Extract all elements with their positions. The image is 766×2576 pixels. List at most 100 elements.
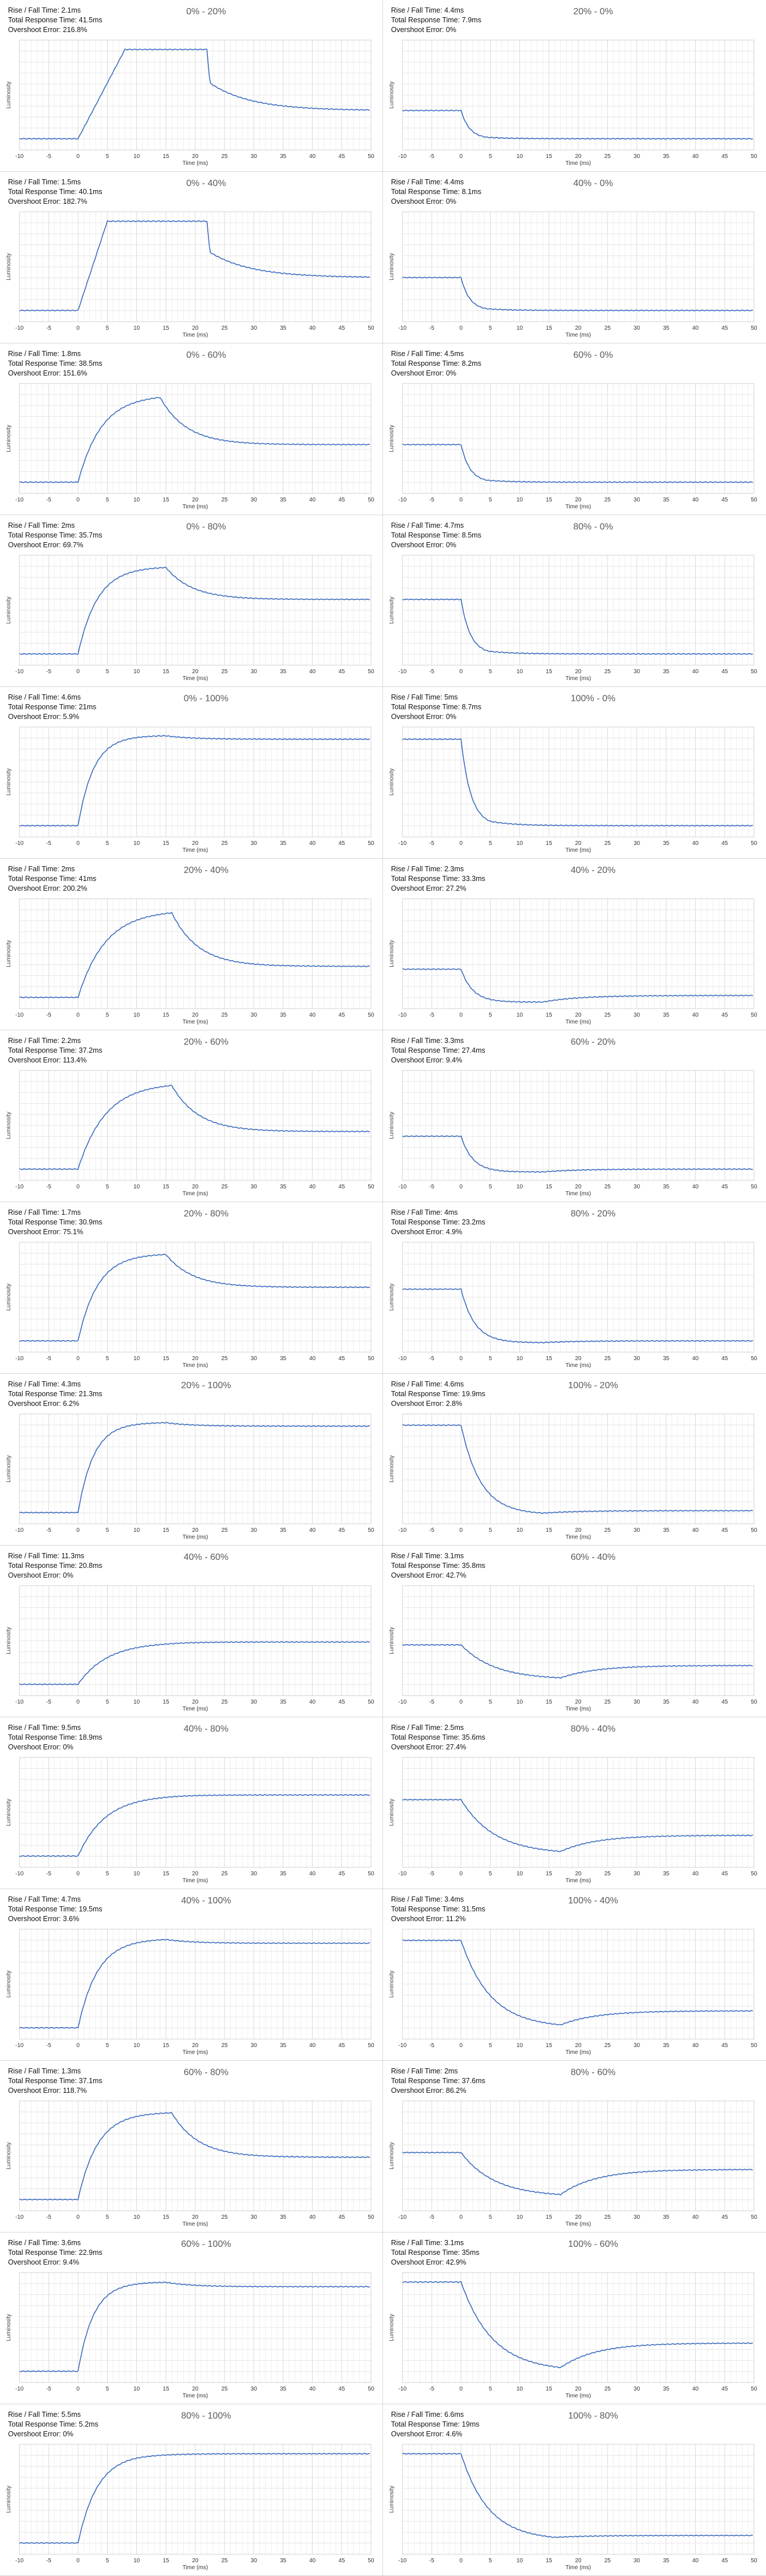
x-tick-label: 40: [692, 1356, 699, 1362]
stat-overshoot: Overshoot Error: 216.8%: [8, 26, 88, 34]
x-tick-label: 5: [489, 153, 492, 160]
x-tick-label: 20: [192, 1184, 199, 1190]
y-axis-label: Luminosity: [6, 940, 12, 967]
line-chart: -10 -5 0 5 10 15 20 25 30 35 40 45 50 Time (ms) Lumino…: [6, 1242, 374, 1369]
x-tick-label: 5: [489, 1012, 492, 1018]
x-tick-label: 50: [368, 153, 374, 160]
x-tick-label: 0: [77, 2386, 80, 2392]
x-tick-label: 10: [516, 1356, 523, 1362]
x-tick-label: 10: [133, 1527, 140, 1534]
chart-panel: Rise / Fall Time: 2ms Total Response Time…: [383, 2061, 766, 2233]
line-chart: -10 -5 0 5 10 15 20 25 30 35 40 45 50 Time (ms) Lumino…: [6, 383, 374, 510]
stat-overshoot: Overshoot Error: 42.9%: [391, 2258, 467, 2266]
chart-panel: Rise / Fall Time: 4.7ms Total Response Ti…: [0, 1889, 383, 2061]
line-chart: -10 -5 0 5 10 15 20 25 30 35 40 45 50 Time (ms) Lumino…: [389, 555, 757, 682]
series-line: [19, 1938, 370, 2029]
series-line: [402, 2281, 753, 2369]
x-tick-label: 5: [106, 1184, 109, 1190]
x-tick-label: 5: [106, 840, 109, 847]
x-tick-label: 15: [546, 1356, 552, 1362]
x-tick-label: -5: [429, 2386, 435, 2392]
x-tick-label: 40: [309, 2214, 316, 2221]
x-tick-label: 15: [163, 497, 169, 503]
series-line: [19, 567, 370, 655]
x-axis-label: Time (ms): [183, 1706, 208, 1712]
series-line: [19, 1084, 370, 1170]
x-tick-label: 0: [77, 1012, 80, 1018]
x-tick-label: 0: [77, 840, 80, 847]
y-axis-label: Luminosity: [6, 1283, 12, 1311]
stat-total: Total Response Time: 35.8ms: [391, 1562, 485, 1570]
chart-stats: Rise / Fall Time: 1.7ms Total Response Ti…: [8, 1208, 102, 1237]
stat-total: Total Response Time: 27.4ms: [391, 1046, 485, 1054]
x-axis-label: Time (ms): [183, 1191, 208, 1197]
series-line: [402, 444, 753, 483]
x-tick-label: 35: [663, 1871, 670, 1877]
series-line: [19, 2452, 370, 2544]
chart-title: 80% - 60%: [570, 2068, 616, 2077]
x-tick-label: 50: [368, 325, 374, 331]
x-tick-label: 15: [546, 669, 552, 675]
series-line: [402, 1643, 753, 1679]
series-line: [402, 1135, 753, 1173]
stat-rise: Rise / Fall Time: 3.1ms: [391, 2239, 464, 2247]
chart-stats: Rise / Fall Time: 9.5ms Total Response Ti…: [8, 1723, 102, 1752]
x-tick-label: 35: [663, 325, 670, 331]
x-tick-label: 5: [106, 1699, 109, 1705]
stat-rise: Rise / Fall Time: 1.7ms: [8, 1208, 81, 1216]
x-tick-label: 10: [133, 153, 140, 160]
x-tick-label: 0: [77, 1356, 80, 1362]
x-axis-label: Time (ms): [183, 2393, 208, 2399]
x-axis-label: Time (ms): [566, 1706, 591, 1712]
x-tick-label: 30: [251, 1012, 258, 1018]
x-tick-label: 15: [163, 2558, 169, 2564]
x-tick-label: 40: [309, 2386, 316, 2392]
chart-panel: Rise / Fall Time: 4.3ms Total Response Ti…: [0, 1374, 383, 1546]
chart-stats: Rise / Fall Time: 2.5ms Total Response Ti…: [391, 1723, 485, 1752]
x-tick-label: 10: [133, 497, 140, 503]
x-tick-label: 0: [77, 2558, 80, 2564]
x-tick-label: 50: [368, 669, 374, 675]
x-tick-label: 30: [634, 2558, 641, 2564]
stat-rise: Rise / Fall Time: 9.5ms: [8, 1724, 81, 1732]
x-tick-label: 0: [460, 153, 463, 160]
x-tick-label: 5: [106, 1871, 109, 1877]
x-tick-label: 0: [460, 2558, 463, 2564]
stat-total: Total Response Time: 19.9ms: [391, 1390, 485, 1398]
line-chart: -10 -5 0 5 10 15 20 25 30 35 40 45 50 Time (ms) Lumino…: [6, 2272, 374, 2399]
x-tick-label: 15: [546, 2386, 552, 2392]
x-tick-label: 50: [751, 669, 757, 675]
x-tick-label: 45: [721, 1699, 728, 1705]
x-tick-label: 30: [634, 2386, 641, 2392]
chart-title: 20% - 40%: [183, 866, 229, 875]
plot-frame: [402, 1585, 755, 1696]
y-axis-label: Luminosity: [389, 81, 395, 109]
chart-panel: Rise / Fall Time: 2ms Total Response Time…: [0, 515, 383, 687]
x-tick-label: 15: [163, 325, 169, 331]
chart-title: 0% - 80%: [186, 522, 226, 532]
chart-stats: Rise / Fall Time: 4.6ms Total Response Ti…: [8, 693, 96, 722]
x-tick-label: 20: [575, 1871, 582, 1877]
stat-overshoot: Overshoot Error: 0%: [8, 1743, 73, 1751]
x-tick-label: -10: [15, 2558, 24, 2564]
x-tick-label: 50: [751, 840, 757, 847]
x-tick-label: 40: [692, 2558, 699, 2564]
line-chart: -10 -5 0 5 10 15 20 25 30 35 40 45 50 Time (ms) Lumino…: [6, 211, 374, 338]
plot-frame: [19, 39, 372, 151]
x-tick-label: 35: [280, 2558, 287, 2564]
x-tick-label: 35: [280, 153, 287, 160]
x-tick-label: 30: [634, 1699, 641, 1705]
x-tick-label: -10: [398, 2214, 407, 2221]
x-tick-label: 40: [309, 325, 316, 331]
x-tick-label: -10: [398, 669, 407, 675]
x-tick-label: 35: [663, 669, 670, 675]
x-tick-label: 5: [489, 2386, 492, 2392]
x-tick-label: -10: [398, 1527, 407, 1534]
series-line: [19, 1254, 370, 1342]
stat-rise: Rise / Fall Time: 2ms: [8, 865, 75, 873]
x-tick-label: 5: [106, 497, 109, 503]
plot-frame: [19, 1585, 372, 1696]
stat-total: Total Response Time: 7.9ms: [391, 16, 481, 24]
x-tick-label: 50: [751, 2214, 757, 2221]
x-tick-label: -10: [398, 1356, 407, 1362]
